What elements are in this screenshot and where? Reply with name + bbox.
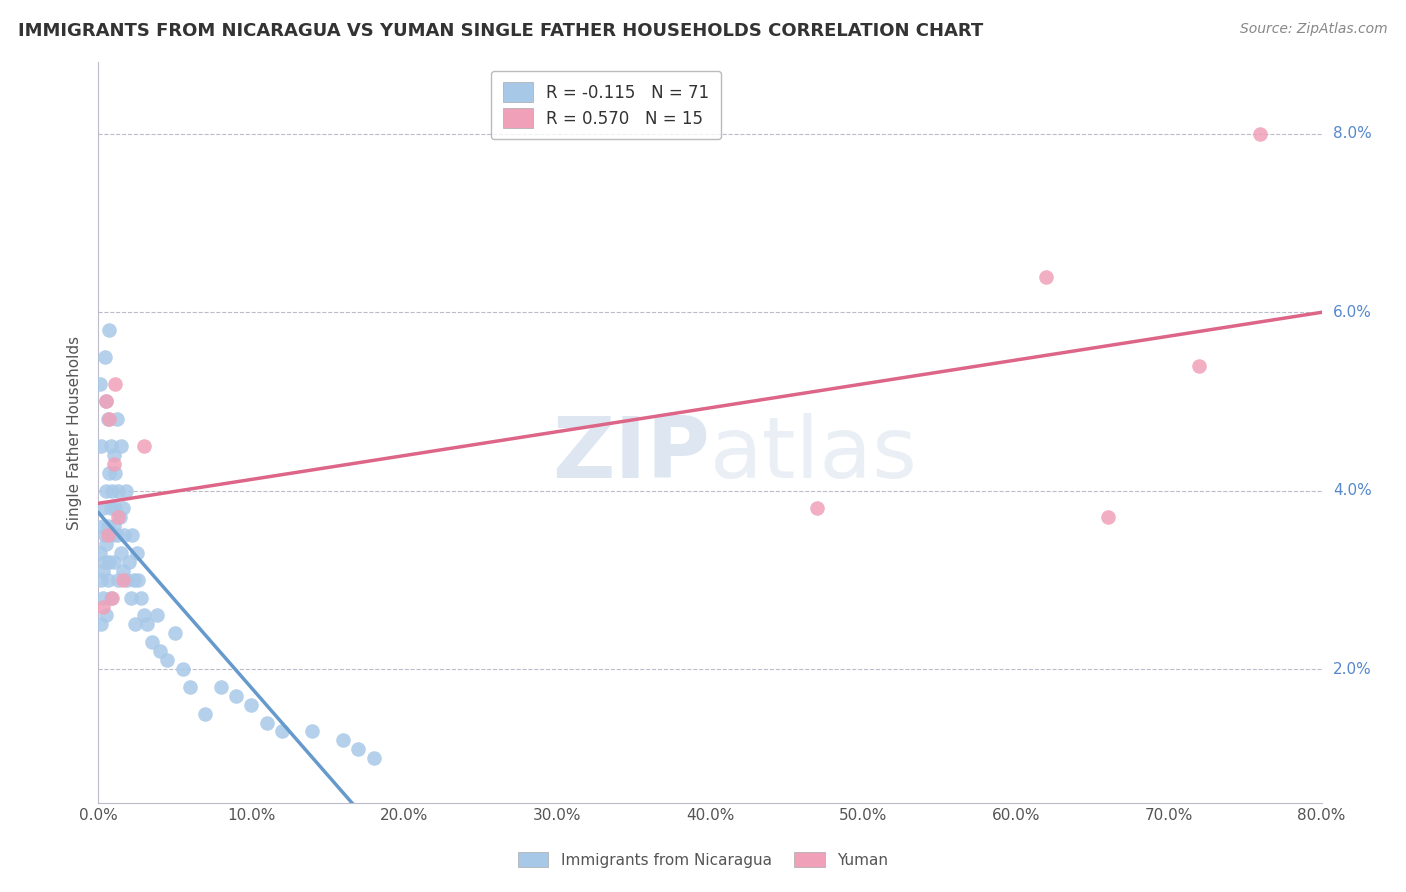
Point xyxy=(97,528,120,542)
Point xyxy=(112,528,135,542)
Point xyxy=(94,394,117,409)
Point xyxy=(163,626,186,640)
Point xyxy=(1035,269,1057,284)
Point xyxy=(94,608,117,623)
Point xyxy=(141,635,163,649)
Point xyxy=(110,546,132,560)
Point xyxy=(1097,510,1119,524)
Point xyxy=(108,510,131,524)
Point xyxy=(111,501,134,516)
Point xyxy=(91,599,114,614)
Point xyxy=(134,608,156,623)
Point xyxy=(107,573,129,587)
Point xyxy=(125,546,148,560)
Text: 8.0%: 8.0% xyxy=(1333,127,1371,141)
Point xyxy=(209,680,232,694)
Point xyxy=(90,617,112,632)
Point xyxy=(179,680,201,694)
Point xyxy=(103,555,125,569)
Point xyxy=(136,617,159,632)
Point xyxy=(103,519,125,533)
Point xyxy=(225,689,247,703)
Point xyxy=(347,742,370,756)
Legend: R = -0.115   N = 71, R = 0.570   N = 15: R = -0.115 N = 71, R = 0.570 N = 15 xyxy=(491,70,721,139)
Point xyxy=(156,653,179,667)
Point xyxy=(111,573,134,587)
Text: atlas: atlas xyxy=(710,413,918,496)
Point xyxy=(120,591,142,605)
Point xyxy=(90,439,112,453)
Text: IMMIGRANTS FROM NICARAGUA VS YUMAN SINGLE FATHER HOUSEHOLDS CORRELATION CHART: IMMIGRANTS FROM NICARAGUA VS YUMAN SINGL… xyxy=(18,22,984,40)
Point xyxy=(240,698,263,712)
Point xyxy=(98,412,121,426)
Y-axis label: Single Father Households: Single Father Households xyxy=(67,335,83,530)
Point xyxy=(105,528,128,542)
Point xyxy=(100,439,122,453)
Point xyxy=(104,501,127,516)
Text: 4.0%: 4.0% xyxy=(1333,483,1371,498)
Text: ZIP: ZIP xyxy=(553,413,710,496)
Point xyxy=(91,591,114,605)
Point xyxy=(97,519,120,533)
Point xyxy=(97,573,120,587)
Point xyxy=(101,483,124,498)
Point xyxy=(93,350,115,364)
Point xyxy=(91,519,114,533)
Point xyxy=(94,483,117,498)
Legend: Immigrants from Nicaragua, Yuman: Immigrants from Nicaragua, Yuman xyxy=(510,844,896,875)
Point xyxy=(91,501,114,516)
Point xyxy=(149,644,172,658)
Point xyxy=(118,555,141,569)
Point xyxy=(134,439,156,453)
Point xyxy=(115,483,138,498)
Point xyxy=(94,537,117,551)
Point xyxy=(127,573,149,587)
Text: 6.0%: 6.0% xyxy=(1333,305,1372,319)
Point xyxy=(89,546,111,560)
Point xyxy=(129,591,152,605)
Point xyxy=(98,466,121,480)
Point xyxy=(93,555,115,569)
Point xyxy=(104,466,127,480)
Point xyxy=(101,528,124,542)
Point xyxy=(107,483,129,498)
Point xyxy=(122,573,145,587)
Point xyxy=(145,608,167,623)
Point xyxy=(363,751,385,765)
Point xyxy=(93,528,115,542)
Point xyxy=(124,617,146,632)
Point xyxy=(1188,359,1211,373)
Point xyxy=(101,591,124,605)
Point xyxy=(100,501,122,516)
Point xyxy=(89,376,111,391)
Point xyxy=(97,412,120,426)
Point xyxy=(270,724,292,739)
Point xyxy=(301,724,323,739)
Point xyxy=(110,439,132,453)
Point xyxy=(103,448,125,462)
Point xyxy=(90,573,112,587)
Point xyxy=(332,733,354,747)
Point xyxy=(111,564,134,578)
Text: Source: ZipAtlas.com: Source: ZipAtlas.com xyxy=(1240,22,1388,37)
Point xyxy=(121,528,143,542)
Point xyxy=(117,573,139,587)
Point xyxy=(91,564,114,578)
Point xyxy=(172,662,194,676)
Point xyxy=(104,376,127,391)
Point xyxy=(256,715,278,730)
Point xyxy=(194,706,217,721)
Point xyxy=(94,394,117,409)
Point xyxy=(1249,127,1271,141)
Point xyxy=(98,323,121,337)
Point xyxy=(103,457,125,471)
Point xyxy=(107,510,129,524)
Text: 2.0%: 2.0% xyxy=(1333,662,1371,676)
Point xyxy=(806,501,828,516)
Point xyxy=(105,412,128,426)
Point xyxy=(100,591,122,605)
Point xyxy=(98,555,121,569)
